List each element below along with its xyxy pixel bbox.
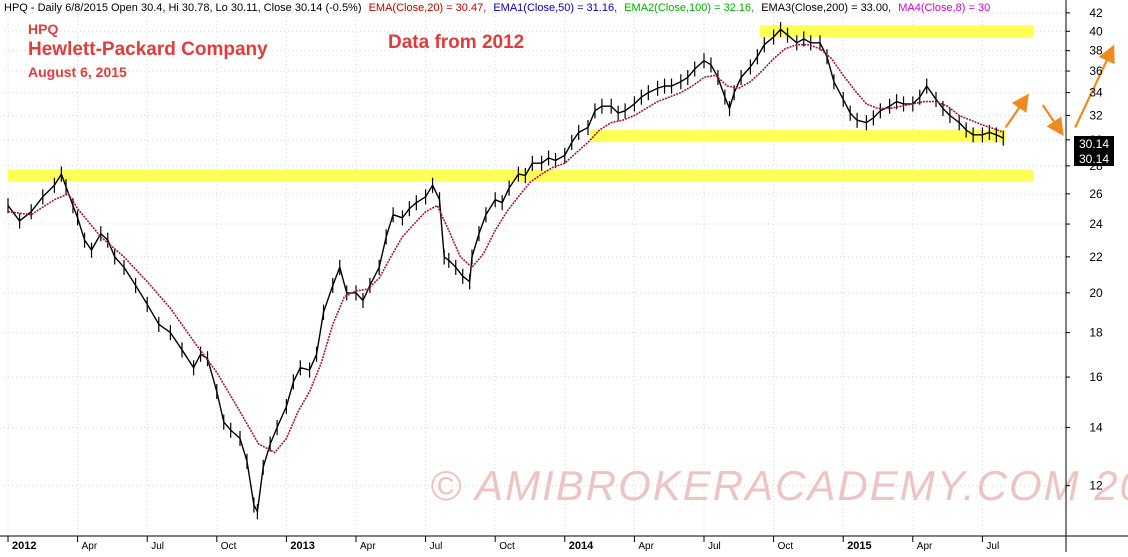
price-series: [7, 21, 1004, 520]
x-tick-label: Jul: [151, 541, 164, 552]
x-tick-label: 2014: [569, 540, 594, 552]
x-tick-label: Apr: [360, 541, 376, 552]
support-band: [590, 130, 1006, 143]
x-tick-label: Oct: [499, 541, 515, 552]
last-price-box: [1074, 136, 1114, 151]
header-ma8: MA4(Close,8) = 30: [898, 2, 990, 14]
projection-arrow: [1004, 93, 1029, 129]
ticker-label: HPQ: [28, 21, 58, 37]
y-tick-label: 20: [1089, 286, 1103, 300]
company-name: Hewlett-Packard Company: [28, 39, 268, 60]
y-tick-label: 42: [1089, 6, 1103, 20]
close-price-label: 30.14: [1079, 152, 1109, 166]
close-price-box: [1074, 151, 1114, 166]
header-symbol: HPQ - Daily 6/8/2015 Open 30.4, Hi 30.78…: [4, 2, 362, 14]
y-tick-label: 32: [1089, 108, 1103, 122]
y-tick-label: 18: [1089, 326, 1103, 340]
chart-date: August 6, 2015: [28, 64, 127, 80]
support-band: [8, 169, 1034, 182]
x-tick-label: Jul: [986, 541, 999, 552]
x-tick-label: 2013: [290, 540, 314, 552]
price-line: [7, 28, 1004, 513]
x-tick-label: Oct: [778, 541, 794, 552]
watermark: © AMIBROKERACADEMY.COM 2015: [430, 462, 1128, 509]
header-ema50: EMA1(Close,50) = 31.16,: [493, 2, 617, 14]
y-tick-label: 38: [1089, 44, 1103, 58]
projection-arrows: [1004, 44, 1115, 137]
projection-arrow: [1041, 104, 1064, 137]
support-bands: [8, 25, 1034, 182]
x-tick-label: Apr: [82, 541, 98, 552]
x-tick-label: 2015: [847, 540, 871, 552]
y-tick-label: 34: [1089, 86, 1103, 100]
x-tick-label: Jul: [708, 541, 721, 552]
x-tick-label: Apr: [638, 541, 654, 552]
y-tick-label: 26: [1089, 187, 1103, 201]
x-axis: 2012 Apr Jul Oct 2013 Apr Jul Oct 2014 Apr Jul Oct 2…: [7, 536, 999, 552]
y-tick-label: 14: [1089, 420, 1103, 434]
x-tick-label: 2012: [12, 540, 36, 552]
x-tick-label: Oct: [221, 541, 237, 552]
y-tick-label: 36: [1089, 64, 1103, 78]
y-tick-label: 40: [1089, 24, 1103, 38]
projection-arrow: [1074, 44, 1115, 128]
ema-line: [7, 43, 1004, 454]
y-tick-label: 16: [1089, 370, 1103, 384]
header-ema100: EMA2(Close,100) = 32.16,: [624, 2, 754, 14]
x-tick-label: Jul: [430, 541, 443, 552]
x-tick-label: Apr: [917, 541, 933, 552]
last-price-label: 30.14: [1079, 137, 1109, 151]
header-ema20: EMA(Close,20) = 30.47,: [369, 2, 487, 14]
y-tick-label: 12: [1089, 479, 1103, 493]
support-band: [759, 25, 1034, 38]
chart-header: HPQ - Daily 6/8/2015 Open 30.4, Hi 30.78…: [4, 2, 990, 14]
data-note: Data from 2012: [388, 32, 524, 53]
y-tick-label: 24: [1089, 217, 1103, 231]
y-tick-label: 22: [1089, 250, 1103, 264]
header-ema200: EMA3(Close,200) = 33.00,: [761, 2, 891, 14]
